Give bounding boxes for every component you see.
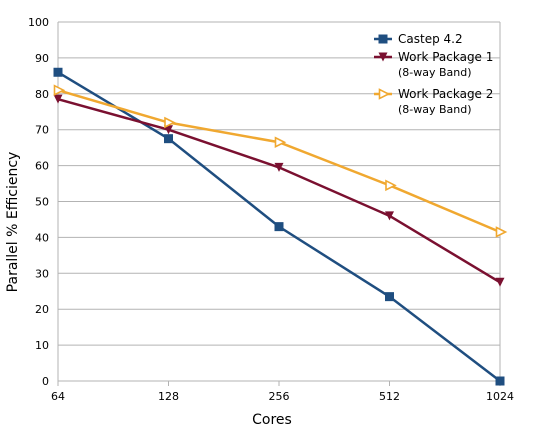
x-tick-label: 64 xyxy=(51,390,65,403)
y-axis-title: Parallel % Efficiency xyxy=(5,152,21,293)
legend-entry: Castep 4.2 xyxy=(398,32,463,46)
data-point xyxy=(385,179,397,192)
data-point xyxy=(495,226,508,238)
x-tick-label: 128 xyxy=(158,390,179,403)
legend-marker xyxy=(378,34,388,44)
x-tick-label: 1024 xyxy=(486,390,514,403)
y-tick-label: 80 xyxy=(35,88,49,101)
data-point xyxy=(164,116,176,129)
series-3 xyxy=(53,84,508,238)
legend-marker xyxy=(378,52,388,62)
y-tick-label: 100 xyxy=(28,16,49,29)
data-point xyxy=(274,162,284,172)
series-2 xyxy=(53,94,505,287)
data-point xyxy=(385,292,394,302)
data-point xyxy=(164,125,173,135)
x-axis-title: Cores xyxy=(252,412,292,428)
data-point xyxy=(53,84,66,97)
y-tick-label: 20 xyxy=(35,303,49,316)
data-point xyxy=(164,134,173,144)
legend-entry: Work Package 1 xyxy=(398,50,493,64)
series-group xyxy=(53,67,508,386)
legend-entry: Work Package 2 xyxy=(398,87,493,101)
legend: Castep 4.2 Work Package 1 (8-way Band) Work… xyxy=(374,32,493,116)
y-tick-label: 50 xyxy=(35,196,49,209)
y-tick-label: 90 xyxy=(35,52,49,65)
y-tick-labels: 0 10 20 30 40 50 60 70 80 90 100 xyxy=(28,16,49,388)
data-point xyxy=(274,136,287,149)
legend-entry-subtitle: (8-way Band) xyxy=(398,66,472,79)
data-point xyxy=(53,67,63,77)
series-line xyxy=(57,97,501,284)
y-tick-label: 10 xyxy=(35,339,49,352)
series-1 xyxy=(53,67,505,386)
data-point xyxy=(385,211,394,221)
data-point xyxy=(495,277,505,287)
x-tick-label: 256 xyxy=(269,390,290,403)
data-point xyxy=(53,94,63,104)
data-point xyxy=(495,376,505,386)
y-tick-label: 70 xyxy=(35,124,49,137)
y-tick-label: 30 xyxy=(35,267,49,280)
data-point xyxy=(274,222,284,232)
y-tick-label: 40 xyxy=(35,231,49,244)
x-tick-labels: 64 128 256 512 1024 xyxy=(51,390,514,403)
axes xyxy=(57,22,501,386)
legend-marker xyxy=(378,88,391,100)
legend-entry-subtitle: (8-way Band) xyxy=(398,103,472,116)
y-tick-label: 60 xyxy=(35,160,49,173)
x-tick-label: 512 xyxy=(379,390,400,403)
y-tick-label: 0 xyxy=(42,375,49,388)
